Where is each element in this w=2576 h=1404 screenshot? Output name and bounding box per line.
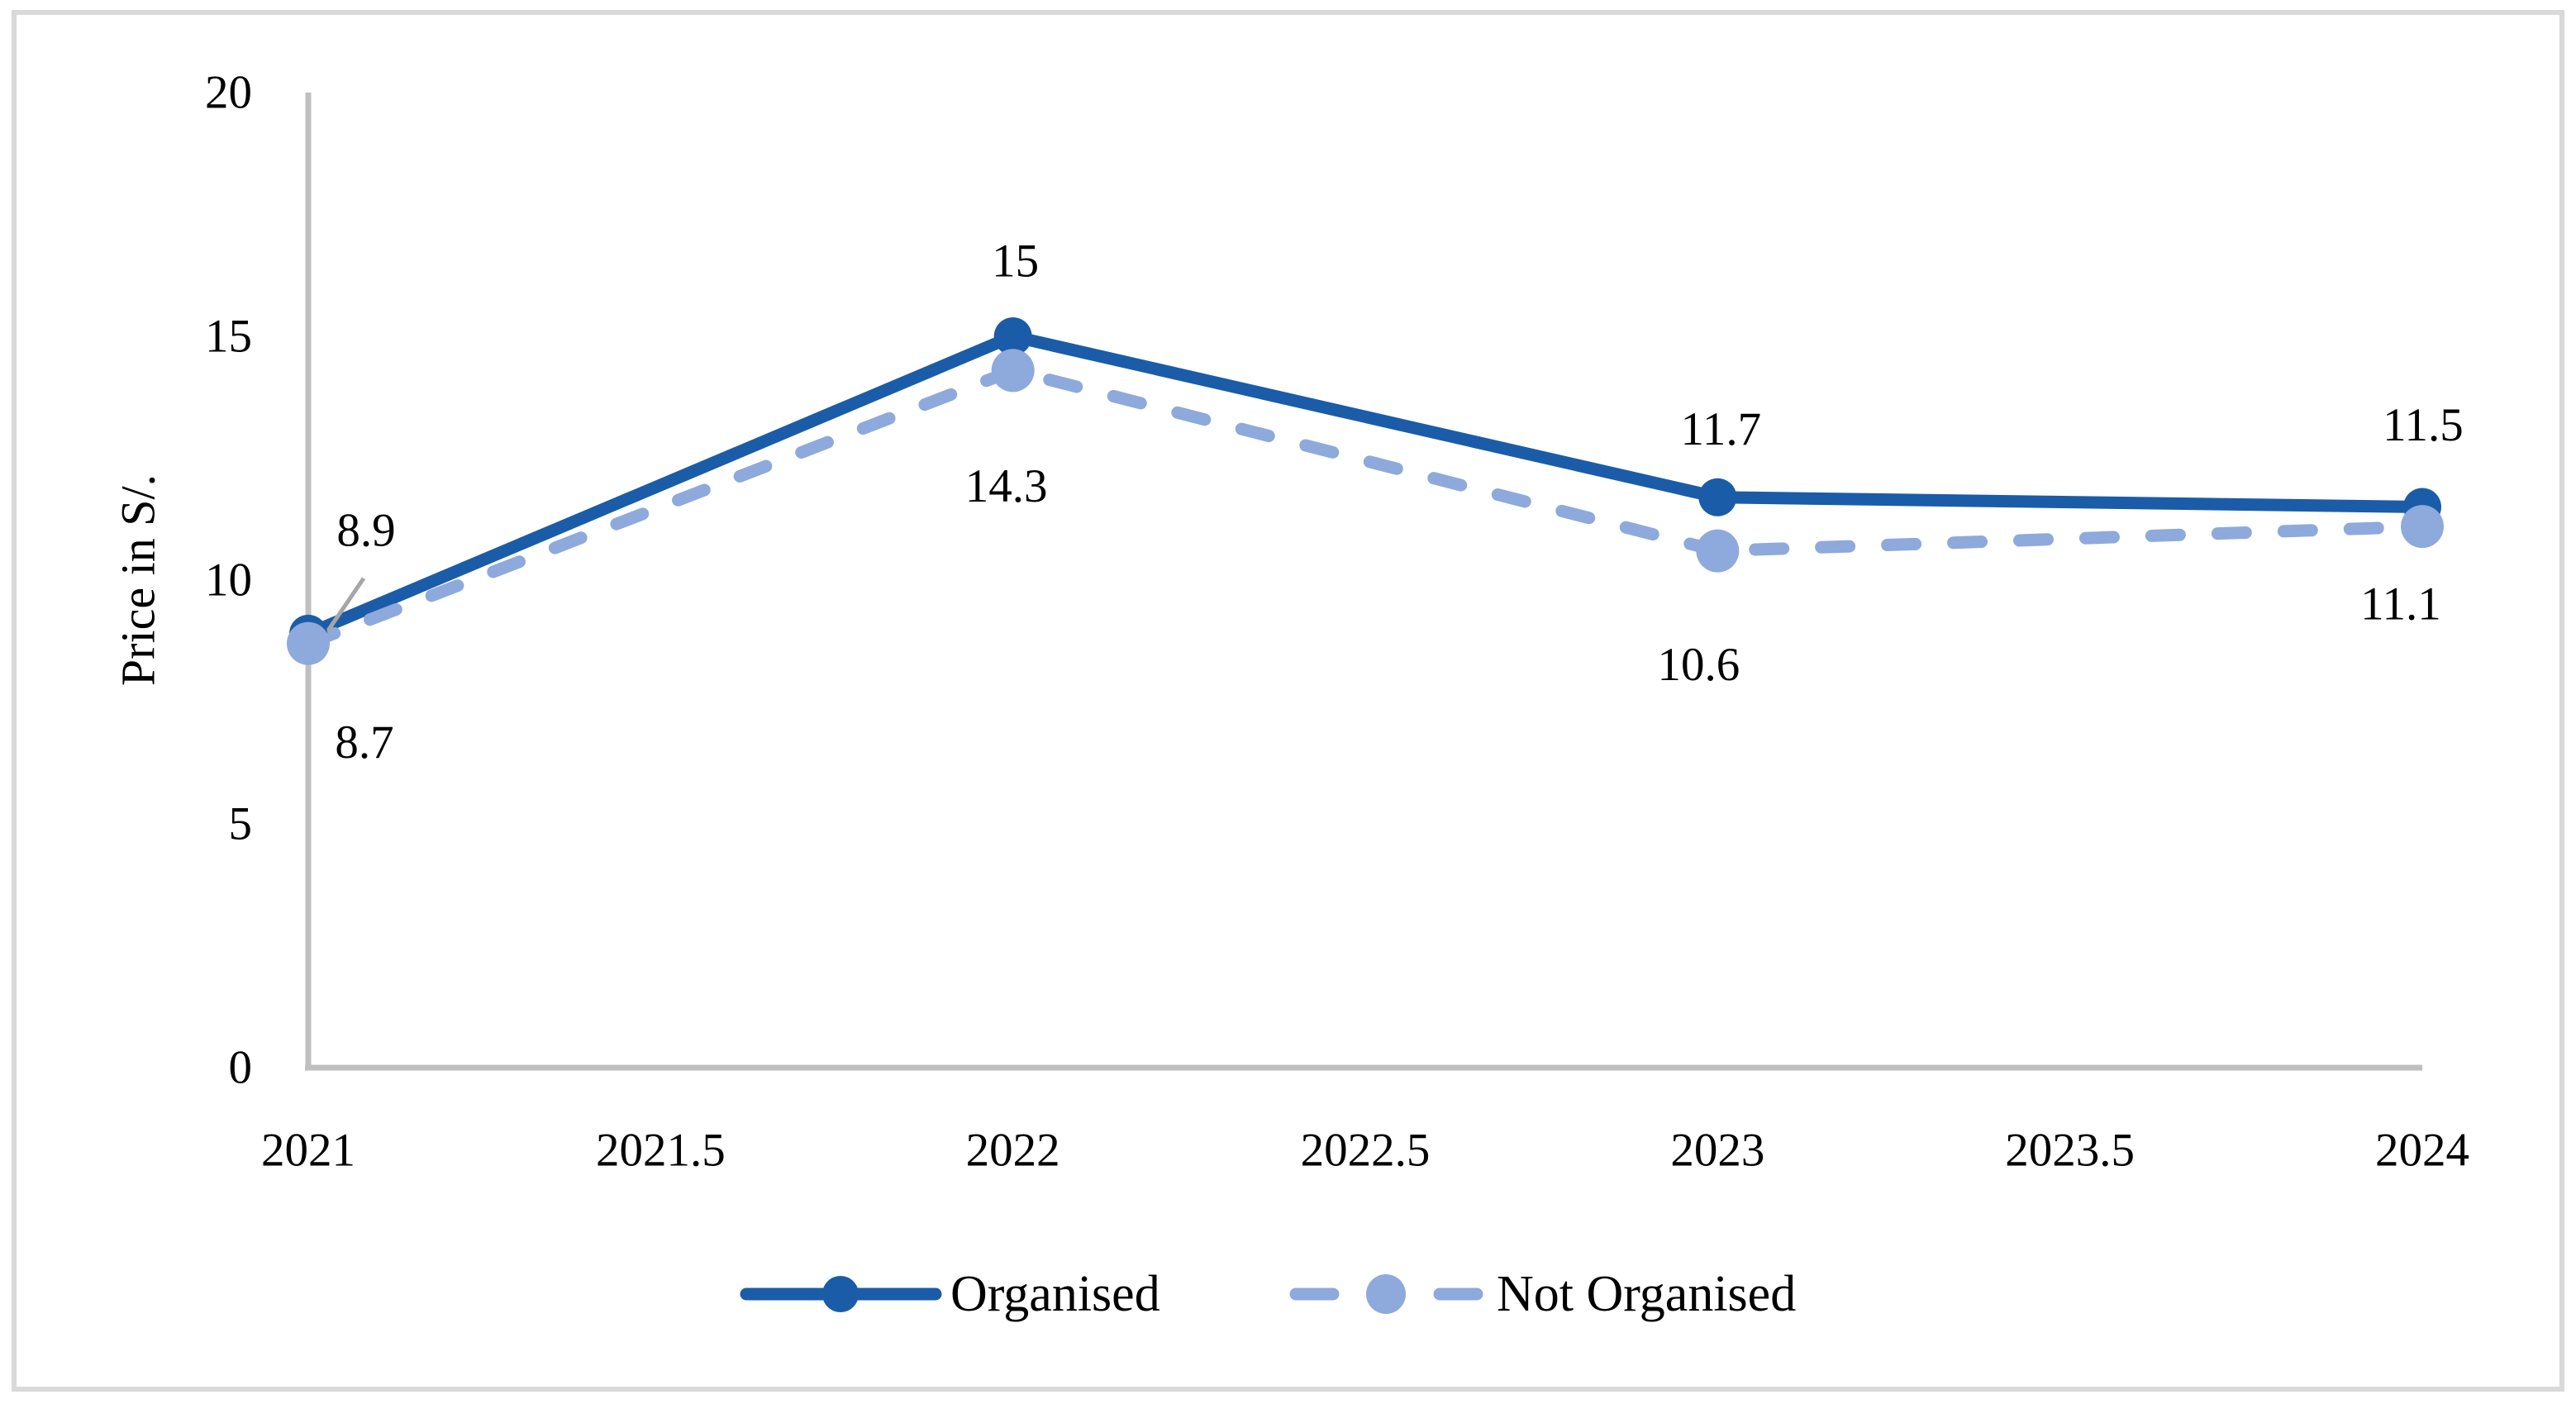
marker-not-organised-2021 — [287, 621, 330, 665]
legend-marker-organised — [822, 1276, 859, 1312]
figure-border — [12, 10, 2564, 1392]
data-label-organised-2023: 11.7 — [1681, 403, 1762, 455]
data-label-not-organised-2024: 11.1 — [2360, 578, 2441, 631]
x-tick-label: 2023 — [1670, 1125, 1764, 1177]
x-tick-label: 2022.5 — [1301, 1125, 1431, 1177]
legend-label-organised: Organised — [950, 1266, 1160, 1322]
marker-not-organised-2022 — [991, 349, 1035, 393]
y-tick-label: 10 — [205, 554, 252, 607]
y-tick-label: 5 — [229, 798, 253, 850]
data-label-not-organised-2022: 14.3 — [965, 460, 1048, 512]
marker-organised-2022 — [993, 317, 1032, 355]
y-tick-label: 15 — [205, 311, 252, 363]
series-line-not-organised — [302, 364, 2429, 650]
legend-marker-not-organised — [1366, 1274, 1406, 1314]
data-label-not-organised-2023: 10.6 — [1657, 639, 1740, 691]
marker-not-organised-2024 — [2401, 505, 2444, 549]
data-label-organised-2022: 15 — [992, 236, 1039, 288]
x-tick-label: 2021 — [261, 1125, 355, 1177]
x-tick-label: 2021.5 — [596, 1125, 726, 1177]
series-line-organised — [302, 330, 2429, 640]
y-tick-label: 20 — [205, 67, 252, 119]
x-tick-label: 2024 — [2375, 1125, 2469, 1177]
x-tick-label: 2023.5 — [2005, 1125, 2135, 1177]
marker-organised-2023 — [1698, 478, 1737, 516]
x-tick-label: 2022 — [966, 1125, 1060, 1177]
marker-not-organised-2023 — [1696, 529, 1740, 573]
data-label-not-organised-2021: 8.7 — [335, 716, 393, 769]
y-axis-title: Price in S/. — [112, 474, 165, 686]
y-tick-label: 0 — [229, 1042, 253, 1094]
legend-label-not-organised: Not Organised — [1497, 1266, 1796, 1322]
data-label-organised-2021: 8.9 — [336, 504, 395, 556]
data-label-organised-2024: 11.5 — [2383, 399, 2464, 451]
